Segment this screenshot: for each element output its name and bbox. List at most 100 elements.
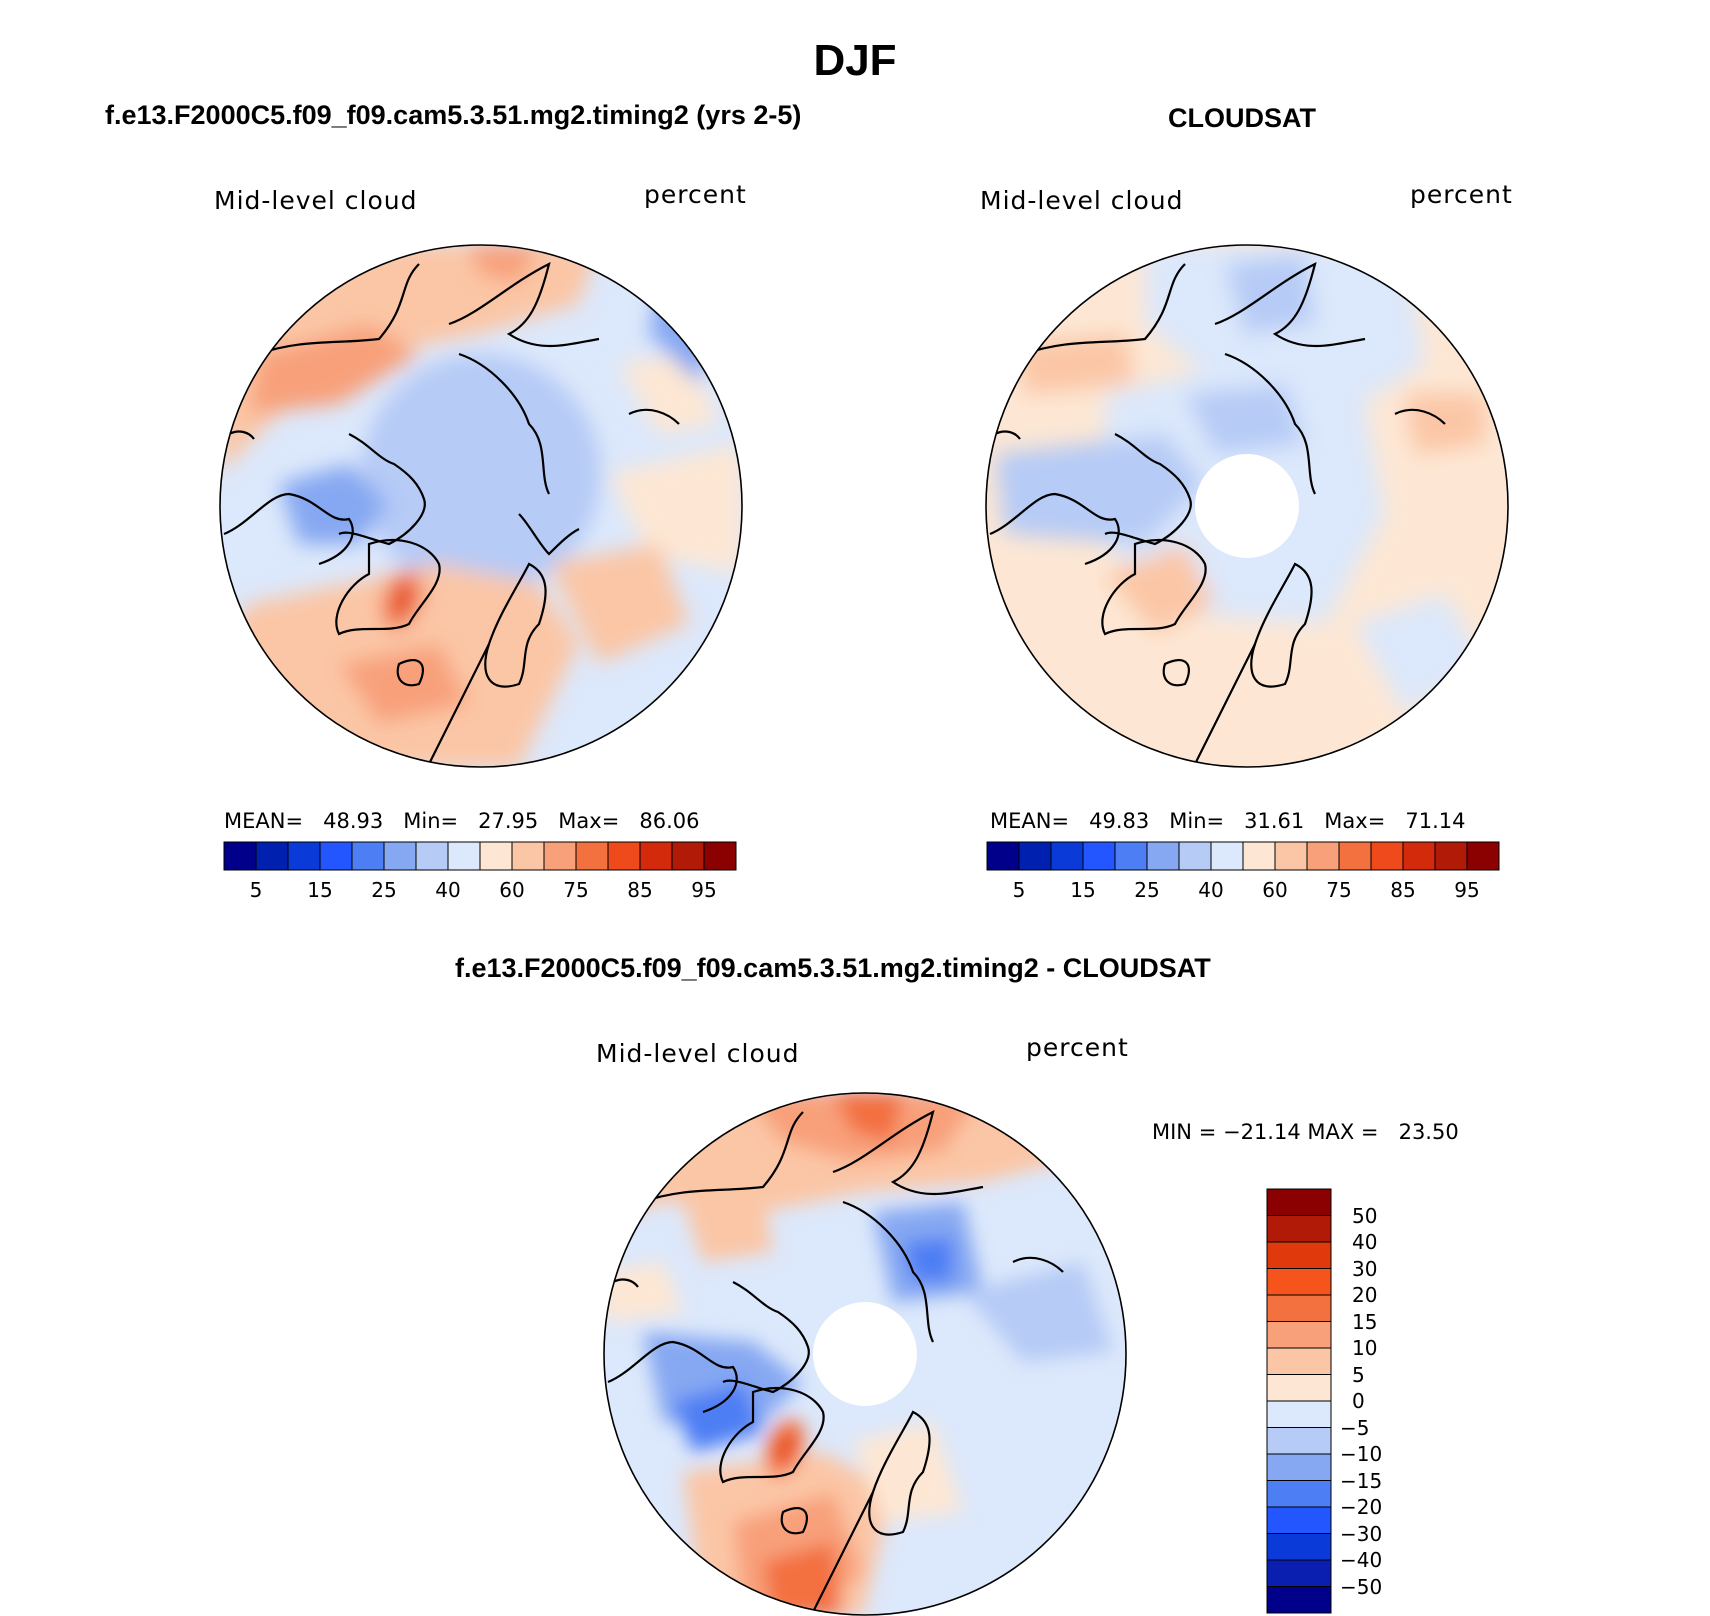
coastlines (223, 261, 710, 765)
panel-a-left-label: Mid-level cloud (214, 186, 418, 215)
colorbar-tick-label: 75 (1326, 878, 1352, 902)
colorbar-tick-label: 5 (249, 878, 263, 902)
panel-a-min-label: Min= (403, 809, 459, 833)
colorbar-tick-label: 60 (499, 878, 525, 902)
colorbar-swatch (415, 841, 449, 871)
field-region (853, 1422, 963, 1522)
colorbar-swatch (319, 841, 353, 871)
coastlines (607, 1109, 1094, 1613)
diff-max-value: 23.50 (1398, 1120, 1459, 1144)
colorbar-swatch (287, 841, 321, 871)
panel-b-max-label: Max= (1324, 809, 1386, 833)
field-region (1225, 254, 1315, 334)
panel-b-stats: MEAN= 49.83 Min= 31.61 Max= 71.14 (990, 809, 1465, 833)
colorbar-swatch (543, 841, 577, 871)
colorbar-tick-label: 40 (1352, 1230, 1378, 1254)
colorbar-tick-label: 15 (1352, 1309, 1378, 1334)
colorbar-swatch (1146, 841, 1180, 871)
colorbar-swatch (1266, 1188, 1332, 1216)
missing-data-hole (1195, 454, 1299, 558)
colorbar-swatch (255, 841, 289, 871)
colorbar-tick-label: 60 (1262, 878, 1288, 902)
panel-a-max-label: Max= (558, 809, 620, 833)
diff-right-label: percent (1026, 1033, 1129, 1062)
colorbar-swatch (1266, 1321, 1332, 1349)
colorbar-swatch (479, 841, 513, 871)
colorbar-tick-label: −50 (1340, 1574, 1383, 1599)
colorbar-swatch (639, 841, 673, 871)
colorbar-swatch (1434, 841, 1468, 871)
colorbar-swatch (223, 841, 257, 871)
colorbar-panel-b (986, 841, 1500, 871)
colorbar-tick-label: 15 (1070, 878, 1096, 902)
colorbar-swatch (511, 841, 545, 871)
panel-b-mean-value: 49.83 (1089, 809, 1150, 833)
colorbar-swatch (1266, 1480, 1332, 1508)
coastlines (989, 261, 1476, 765)
colorbar-swatch (1266, 1347, 1332, 1375)
field-region (673, 1382, 763, 1452)
panel-a-stats: MEAN= 48.93 Min= 27.95 Max= 86.06 (224, 809, 699, 833)
colorbar-swatch (1210, 841, 1244, 871)
colorbar-tick-label: 30 (1352, 1256, 1378, 1281)
colorbar-swatch (1266, 1453, 1332, 1481)
map-border (985, 244, 1509, 768)
colorbar-tick-label: −15 (1340, 1468, 1383, 1493)
panel-b-title: CLOUDSAT (1168, 103, 1316, 133)
colorbar-swatch (1266, 1241, 1332, 1269)
colorbar-swatch (1274, 841, 1308, 871)
colorbar-panel-a (223, 841, 737, 871)
colorbar-swatch (1306, 841, 1340, 871)
diff-max-label: MAX = (1307, 1120, 1379, 1144)
field-region (1105, 544, 1215, 634)
colorbar-tick-label: 95 (1454, 878, 1480, 902)
colorbar-swatch (575, 841, 609, 871)
colorbar-swatch (1338, 841, 1372, 871)
field-region (604, 1262, 683, 1322)
colorbar-tick-label: −5 (1340, 1415, 1370, 1440)
colorbar-tick-label: 40 (1198, 878, 1224, 902)
colorbar-swatch (1266, 1533, 1332, 1561)
figure-title: DJF (813, 36, 897, 85)
colorbar-tick-label: 20 (1352, 1283, 1378, 1307)
map-panel-a (219, 244, 743, 768)
colorbar-tick-label: 15 (307, 878, 333, 902)
field-region (763, 1542, 843, 1615)
colorbar-tick-label: 95 (691, 878, 717, 902)
colorbar-swatch (703, 841, 737, 871)
colorbar-swatch (1266, 1268, 1332, 1296)
panel-a-mean-value: 48.93 (323, 809, 384, 833)
colorbar-swatch (447, 841, 481, 871)
panel-a-mean-label: MEAN= (224, 809, 304, 833)
field-region (963, 1262, 1113, 1362)
field-region (609, 444, 742, 574)
panel-b-right-label: percent (1410, 180, 1513, 209)
diff-left-label: Mid-level cloud (596, 1039, 800, 1068)
panel-b-left-label: Mid-level cloud (980, 186, 1184, 215)
map-panel-diff (603, 1092, 1127, 1616)
colorbar-tick-label: 50 (1352, 1203, 1378, 1228)
missing-data-hole (813, 1302, 917, 1406)
colorbar-tick-label: −40 (1340, 1548, 1383, 1572)
colorbar-swatch (1018, 841, 1052, 871)
colorbar-panel-b-ticks: 5 15 25 40 60 75 85 95 (987, 878, 1499, 904)
colorbar-swatch (1370, 841, 1404, 871)
colorbar-swatch (1178, 841, 1212, 871)
colorbar-tick-label: −10 (1340, 1442, 1383, 1466)
field-region (469, 245, 539, 284)
colorbar-swatch (1266, 1374, 1332, 1402)
colorbar-swatch (1266, 1586, 1332, 1614)
field-region (833, 1093, 903, 1142)
colorbar-tick-label: −30 (1340, 1521, 1383, 1546)
colorbar-tick-label: 5 (1012, 878, 1026, 902)
colorbar-tick-label: 85 (627, 878, 653, 902)
colorbar-tick-label: 25 (371, 878, 397, 902)
panel-b-min-value: 31.61 (1244, 809, 1305, 833)
panel-b-max-value: 71.14 (1405, 809, 1466, 833)
panel-b-mean-label: MEAN= (990, 809, 1070, 833)
diff-stats: MIN = −21.14 MAX = 23.50 (1152, 1120, 1459, 1144)
colorbar-swatch (1266, 1559, 1332, 1587)
colorbar-swatch (986, 841, 1020, 871)
colorbar-swatch (1050, 841, 1084, 871)
colorbar-swatch (1266, 1427, 1332, 1455)
